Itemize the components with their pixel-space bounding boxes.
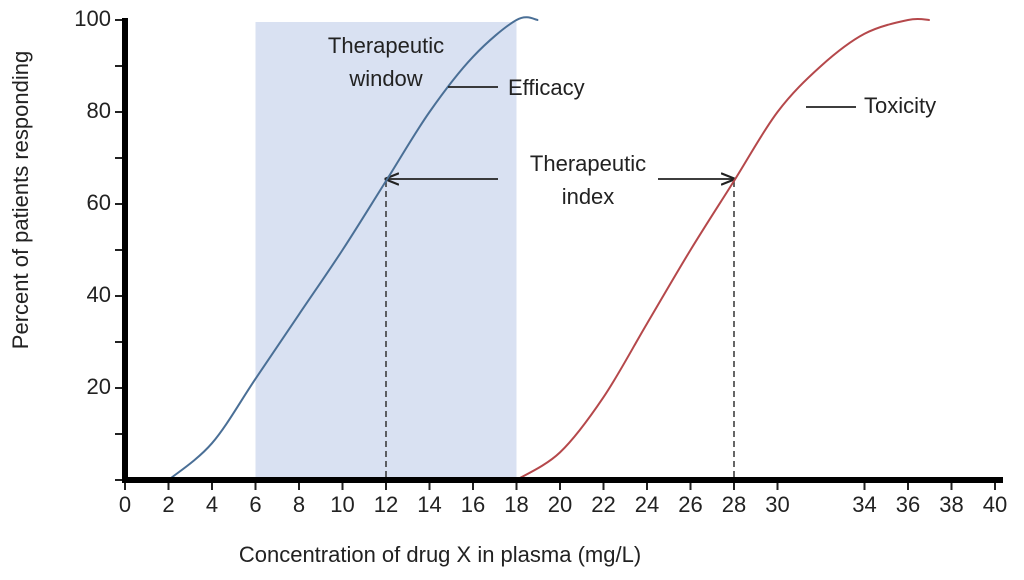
x-tick-label: 22 (591, 492, 615, 517)
series-label: Efficacy (508, 75, 585, 100)
x-tick-label: 8 (293, 492, 305, 517)
y-axis-label: Percent of patients responding (8, 51, 33, 349)
x-tick-label: 26 (678, 492, 702, 517)
x-tick-label: 40 (983, 492, 1007, 517)
y-tick-label: 100 (74, 6, 111, 31)
y-tick-label: 40 (87, 282, 111, 307)
curve (167, 16, 539, 481)
x-tick-label: 10 (330, 492, 354, 517)
x-tick-label: 18 (504, 492, 528, 517)
x-tick-label: 24 (635, 492, 659, 517)
x-tick-label: 30 (765, 492, 789, 517)
series-label: Toxicity (864, 93, 936, 118)
x-tick-label: 4 (206, 492, 218, 517)
x-tick-label: 28 (722, 492, 746, 517)
y-tick-label: 20 (87, 374, 111, 399)
window-label: Therapeutic (328, 33, 444, 58)
curve (515, 17, 930, 481)
y-tick-label: 80 (87, 98, 111, 123)
x-tick-label: 6 (249, 492, 261, 517)
index-label: index (562, 184, 615, 209)
x-tick-label: 12 (374, 492, 398, 517)
y-tick-label: 60 (87, 190, 111, 215)
window-label: window (348, 66, 422, 91)
x-axis-label: Concentration of drug X in plasma (mg/L) (239, 542, 641, 567)
x-tick-label: 0 (119, 492, 131, 517)
x-tick-label: 36 (896, 492, 920, 517)
x-tick-label: 14 (417, 492, 441, 517)
x-tick-label: 34 (852, 492, 876, 517)
x-tick-label: 2 (162, 492, 174, 517)
x-tick-label: 20 (548, 492, 572, 517)
x-tick-label: 38 (939, 492, 963, 517)
x-tick-label: 16 (461, 492, 485, 517)
index-label: Therapeutic (530, 151, 646, 176)
